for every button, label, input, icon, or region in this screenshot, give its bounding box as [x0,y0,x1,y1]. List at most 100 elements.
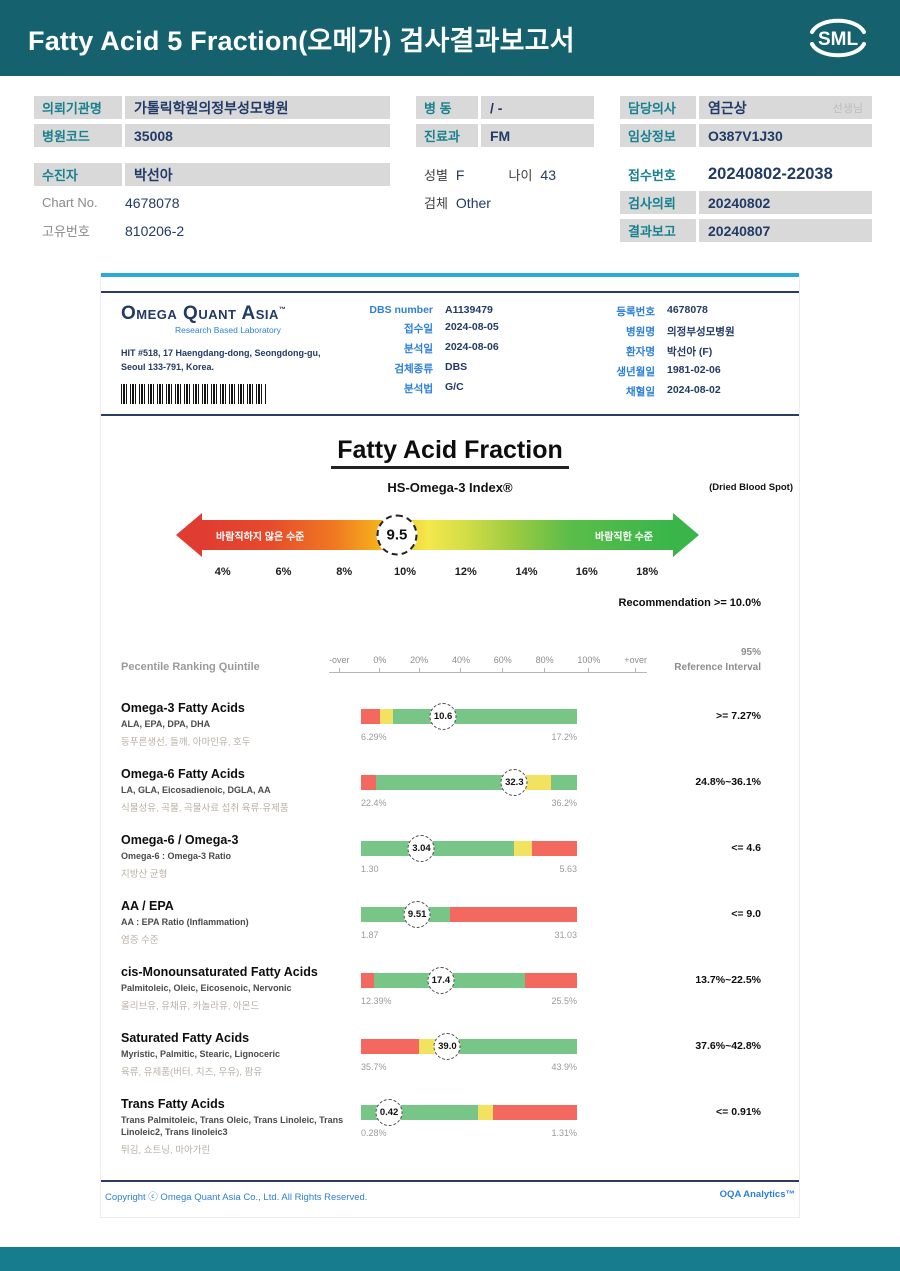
copyright-text: Copyright ⓒ Omega Quant Asia Co., Ltd. A… [105,1192,368,1204]
uid-row: 고유번호 810206-2 [34,219,390,242]
report-footer: Copyright ⓒ Omega Quant Asia Co., Ltd. A… [101,1180,799,1217]
receipt-number: 20240802-22038 [708,165,833,183]
doctor-name: 염근상 [708,99,747,116]
info-column-middle: 병 동 / - 진료과 FM 성별 F 나이 43 검체 Other [416,96,594,247]
gauge-gradient-body: 바람직하지 않은 수준 바람직한 수준 9.5 [202,514,673,556]
result-row: cis-Monounsaturated Fatty Acids Palmitol… [101,965,799,1019]
sex-age-row: 성별 F 나이 43 [416,163,594,186]
org-value: 가톨릭학원의정부성모병원 [125,96,390,119]
gauge-tick-label: 6% [275,566,292,578]
doctor-suffix: 선생님 [832,102,863,115]
gauge-tick-label: 16% [575,566,598,578]
receipt-label: 접수번호 [628,168,676,183]
bar-segment-green [438,1039,577,1054]
meta-value: 1981-02-06 [667,364,721,376]
gauge-tick-track: 4% 6% 8% 10% 12% 14% 16% 18% [202,565,673,581]
oqa-analytics-label: OQA Analytics™ [719,1189,795,1201]
page-header: Fatty Acid 5 Fraction(오메가) 검사결과보고서 SML [0,0,900,76]
report-meta-row: 생년월일 1981-02-06 [575,364,785,379]
result-korean-foods: 염증 수준 [121,935,159,947]
bar-segment-red [492,1105,577,1120]
percentile-axis-label: 80% [536,655,554,672]
reference-percent: 95% [740,647,761,658]
result-value-marker: 17.4 [427,967,455,994]
result-range-max: 43.9% [551,1062,577,1072]
result-range-max: 5.63 [559,864,577,874]
result-range: 22.4% 36.2% [361,798,577,808]
axis-tick-mark [418,668,420,672]
result-korean-foods: 올리브유, 유채유, 카놀라유, 아몬드 [121,1001,260,1013]
sex-value: F [455,166,465,183]
patient-row: 수진자 박선아 [34,163,390,186]
result-name: AA / EPA [121,899,174,913]
result-value: 17.4 [431,975,451,986]
result-range: 0.28% 1.31% [361,1128,577,1138]
bar-segment-green [551,775,577,790]
percentile-axis: -over 0% 20% 40% 60% 80% 100% +over [329,655,647,673]
hospital-code-value: 35008 [125,124,390,147]
axis-tick-mark [379,668,381,672]
meta-value: DBS [445,361,468,373]
report-meta-row: 병원명 의정부성모병원 [575,324,785,339]
meta-label: 검체종류 [394,363,433,375]
gauge-tick-label: 8% [336,566,353,578]
result-range-min: 0.28% [361,1128,387,1138]
chart-no-value: 4678078 [125,194,180,211]
result-range-min: 12.39% [361,996,392,1006]
result-korean-foods: 지방산 균형 [121,869,168,881]
result-reference-interval: <= 9.0 [731,908,761,920]
info-column-left: 의뢰기관명 가톨릭학원의정부성모병원 병원코드 35008 수진자 박선아 Ch… [34,96,390,247]
result-range-min: 1.87 [361,930,379,940]
gauge-right-arrowhead [673,513,699,557]
request-date-value: 20240802 [699,191,872,214]
request-date-label: 검사의뢰 [620,191,696,214]
dried-blood-spot-note: (Dried Blood Spot) [709,482,793,493]
result-info: AA / EPA AA : EPA Ratio (Inflammation) 염… [101,899,361,953]
result-row: AA / EPA AA : EPA Ratio (Inflammation) 염… [101,899,799,953]
report-meta-left: DBS number A1139479 접수일 2024-08-05 분석일 2024-0… [353,304,549,404]
result-korean-foods: 육류, 유제품(버터, 치즈, 우유), 팜유 [121,1067,263,1079]
meta-value: 2024-08-06 [445,341,499,353]
barcode [121,383,266,404]
percentile-axis-label: 20% [410,655,428,672]
info-column-right: 담당의사 염근상 선생님 임상정보 O387V1J30 접수번호 2024080… [620,96,872,247]
receipt-row: 접수번호 20240802-22038 [620,163,872,186]
result-range-max: 1.31% [551,1128,577,1138]
result-bar [361,709,577,724]
clinical-value: O387V1J30 [699,124,872,147]
uid-label: 고유번호 [42,224,90,239]
lab-logo: Omega Quant Asia™ [121,304,339,323]
result-date-row: 결과보고 20240807 [620,219,872,242]
result-name: Trans Fatty Acids [121,1097,225,1111]
lab-address: HIT #518, 17 Haengdang-dong, Seongdong-g… [121,347,339,375]
report-title-wrap: Fatty Acid Fraction [101,436,799,469]
bar-segment-yellow [522,775,552,790]
result-value: 3.04 [412,843,431,854]
result-info: Omega-6 Fatty Acids LA, GLA, Eicosadieno… [101,767,361,821]
age-label: 나이 [508,168,533,183]
uid-value: 810206-2 [125,222,185,239]
result-reference-interval: >= 7.27% [716,710,761,722]
bar-segment-red [531,841,577,856]
result-value-marker: 0.42 [375,1099,403,1126]
chart-no-row: Chart No. 4678078 [34,191,390,214]
recommendation-text: Recommendation >= 10.0% [618,597,761,609]
meta-label: 접수일 [404,323,433,335]
percentile-axis-label: 60% [494,655,512,672]
result-value-marker: 39.0 [433,1033,461,1060]
report-meta-row: 접수일 2024-08-05 [353,321,549,336]
bar-segment-yellow [380,709,394,724]
patient-label: 수진자 [34,163,122,186]
bar-segment-red [449,907,577,922]
meta-label: DBS number [369,304,433,316]
result-range-min: 35.7% [361,1062,387,1072]
page-title: Fatty Acid 5 Fraction(오메가) 검사결과보고서 [28,25,575,56]
lab-tagline: Research Based Laboratory [175,325,281,335]
sex-label: 성별 [424,168,448,183]
report-meta-row: 등록번호 4678078 [575,304,785,319]
bar-segment-green [393,709,577,724]
result-range-min: 1.30 [361,864,379,874]
meta-label: 분석일 [404,343,433,355]
doctor-value-box: 염근상 선생님 [699,96,872,119]
result-range: 1.87 31.03 [361,930,577,940]
